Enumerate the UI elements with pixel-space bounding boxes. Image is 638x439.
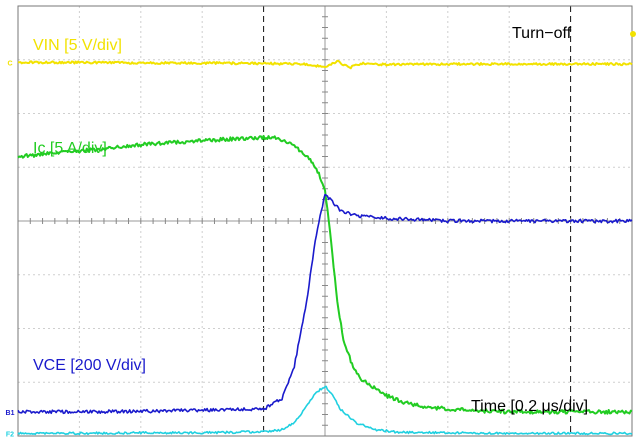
series-label-vin: VIN [5 V/div] — [33, 37, 122, 54]
series-line-0 — [17, 59, 633, 70]
series-line-1 — [17, 134, 633, 415]
series-label-vce: VCE [200 V/div] — [33, 357, 146, 374]
series-line-2 — [17, 193, 633, 415]
channel-marker-label-2: B1 — [6, 410, 15, 417]
channel-markers: C B1 F2 — [6, 31, 636, 438]
channel-marker-label-0: C — [7, 60, 12, 67]
trigger-level-marker — [630, 31, 636, 38]
channel-marker-label-3: F2 — [6, 431, 14, 438]
x-axis-label: Time [0.2 μs/div] — [471, 398, 589, 415]
series-line-3 — [17, 385, 633, 436]
plot-border — [17, 5, 633, 437]
chart-title: Turn−off — [512, 25, 572, 42]
traces — [17, 59, 633, 436]
series-label-ic: Ic [5 A/div] — [33, 140, 107, 157]
